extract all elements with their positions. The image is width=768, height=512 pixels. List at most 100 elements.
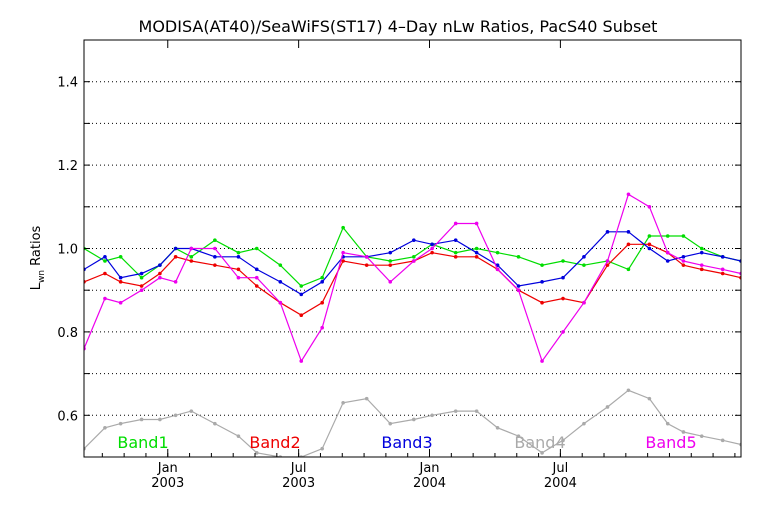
grid — [84, 81, 741, 416]
data-point-band3 — [665, 259, 670, 263]
data-point-band2 — [699, 267, 704, 272]
data-point-band5 — [341, 250, 345, 255]
data-point-band2 — [388, 263, 393, 267]
data-point-band4 — [173, 413, 178, 418]
data-point-band4 — [647, 396, 652, 401]
data-point-band1 — [236, 250, 241, 255]
data-point-band5 — [720, 267, 725, 272]
data-point-band2 — [320, 300, 324, 305]
legend: Band1 Band2 Band3 Band4 Band5 — [117, 433, 696, 452]
y-tick-label: 1.4 — [57, 76, 78, 91]
data-point-band3 — [139, 271, 144, 276]
data-point-band5 — [278, 300, 283, 305]
data-point-band4 — [665, 421, 670, 426]
data-point-band1 — [278, 263, 283, 267]
data-point-band5 — [430, 246, 434, 251]
y-tick-label: 1.2 — [57, 159, 78, 174]
data-point-band3 — [720, 255, 725, 259]
data-point-band5 — [158, 275, 162, 280]
data-point-band2 — [341, 259, 345, 263]
data-point-band1 — [341, 225, 345, 230]
data-point-band1 — [626, 267, 631, 272]
data-point-band1 — [453, 250, 458, 255]
data-point-band2 — [605, 263, 610, 267]
data-point-band4 — [540, 451, 544, 455]
data-point-band4 — [582, 421, 586, 426]
data-point-band2 — [453, 255, 458, 259]
x-tick-label-month: Jul — [552, 461, 569, 476]
data-point-band2 — [236, 267, 241, 272]
data-point-band3 — [699, 250, 704, 255]
data-point-band4 — [474, 409, 479, 413]
data-point-band5 — [254, 275, 259, 280]
data-point-band1 — [516, 255, 521, 259]
data-point-band1 — [412, 255, 416, 259]
data-point-band3 — [647, 246, 652, 251]
data-point-band3 — [582, 255, 586, 259]
data-point-band5 — [681, 259, 686, 263]
data-point-band2 — [139, 284, 144, 288]
data-point-band4 — [320, 446, 324, 451]
data-point-band1 — [681, 234, 686, 238]
data-point-band2 — [173, 255, 178, 259]
y-axis-label: Lwn Ratios — [29, 225, 47, 290]
data-point-band5 — [540, 359, 544, 363]
data-point-band4 — [103, 426, 107, 430]
y-axis-label-main: L — [29, 282, 44, 290]
data-point-band4 — [158, 417, 162, 422]
data-point-band5 — [699, 263, 704, 267]
x-tick-label-month: Jul — [290, 461, 307, 476]
data-point-band3 — [103, 255, 107, 259]
data-point-band3 — [118, 275, 123, 280]
data-point-band2 — [189, 259, 194, 263]
data-point-band5 — [320, 325, 324, 330]
data-point-band3 — [173, 246, 178, 251]
data-point-band2 — [103, 271, 107, 276]
data-point-band3 — [412, 238, 416, 242]
data-point-band4 — [516, 434, 521, 438]
data-point-band1 — [474, 246, 479, 251]
x-tick-label-year: 2003 — [282, 476, 315, 491]
data-point-band1 — [665, 234, 670, 238]
data-point-band1 — [388, 259, 393, 263]
data-point-band4 — [453, 409, 458, 413]
data-point-band1 — [582, 263, 586, 267]
x-tick-label-month: Jan — [157, 461, 178, 476]
data-point-band4 — [495, 426, 500, 430]
data-point-band5 — [495, 267, 500, 272]
data-point-band4 — [254, 451, 259, 455]
data-point-band4 — [388, 421, 393, 426]
x-tick-label-year: 2004 — [413, 476, 446, 491]
data-point-band5 — [453, 221, 458, 226]
y-axis-label-sub: wn — [37, 270, 47, 283]
data-point-band5 — [299, 359, 304, 363]
data-point-band2 — [540, 300, 544, 305]
x-tick-label-year: 2004 — [544, 476, 577, 491]
chart-title: MODISA(AT40)/SeaWiFS(ST17) 4–Day nLw Rat… — [139, 17, 658, 36]
data-point-band3 — [254, 267, 259, 272]
data-point-band1 — [320, 275, 324, 280]
data-point-band3 — [453, 238, 458, 242]
data-point-band3 — [516, 284, 521, 288]
data-point-band4 — [699, 434, 704, 438]
y-tick-label: 1.0 — [57, 243, 78, 258]
data-point-band1 — [118, 255, 123, 259]
data-point-band4 — [720, 438, 725, 443]
data-point-band3 — [681, 255, 686, 259]
data-point-band5 — [582, 300, 586, 305]
data-point-band2 — [430, 250, 434, 255]
data-point-band4 — [430, 413, 434, 418]
data-point-band5 — [665, 250, 670, 255]
data-point-band4 — [561, 438, 565, 443]
data-point-band4 — [626, 388, 631, 393]
data-point-band5 — [236, 275, 241, 280]
data-point-band2 — [364, 263, 369, 267]
data-point-band4 — [364, 396, 369, 401]
data-point-band4 — [681, 430, 686, 434]
data-point-band3 — [320, 280, 324, 284]
data-point-band5 — [139, 288, 144, 293]
data-point-band2 — [254, 284, 259, 288]
data-point-band5 — [626, 192, 631, 197]
data-point-band2 — [561, 296, 565, 301]
